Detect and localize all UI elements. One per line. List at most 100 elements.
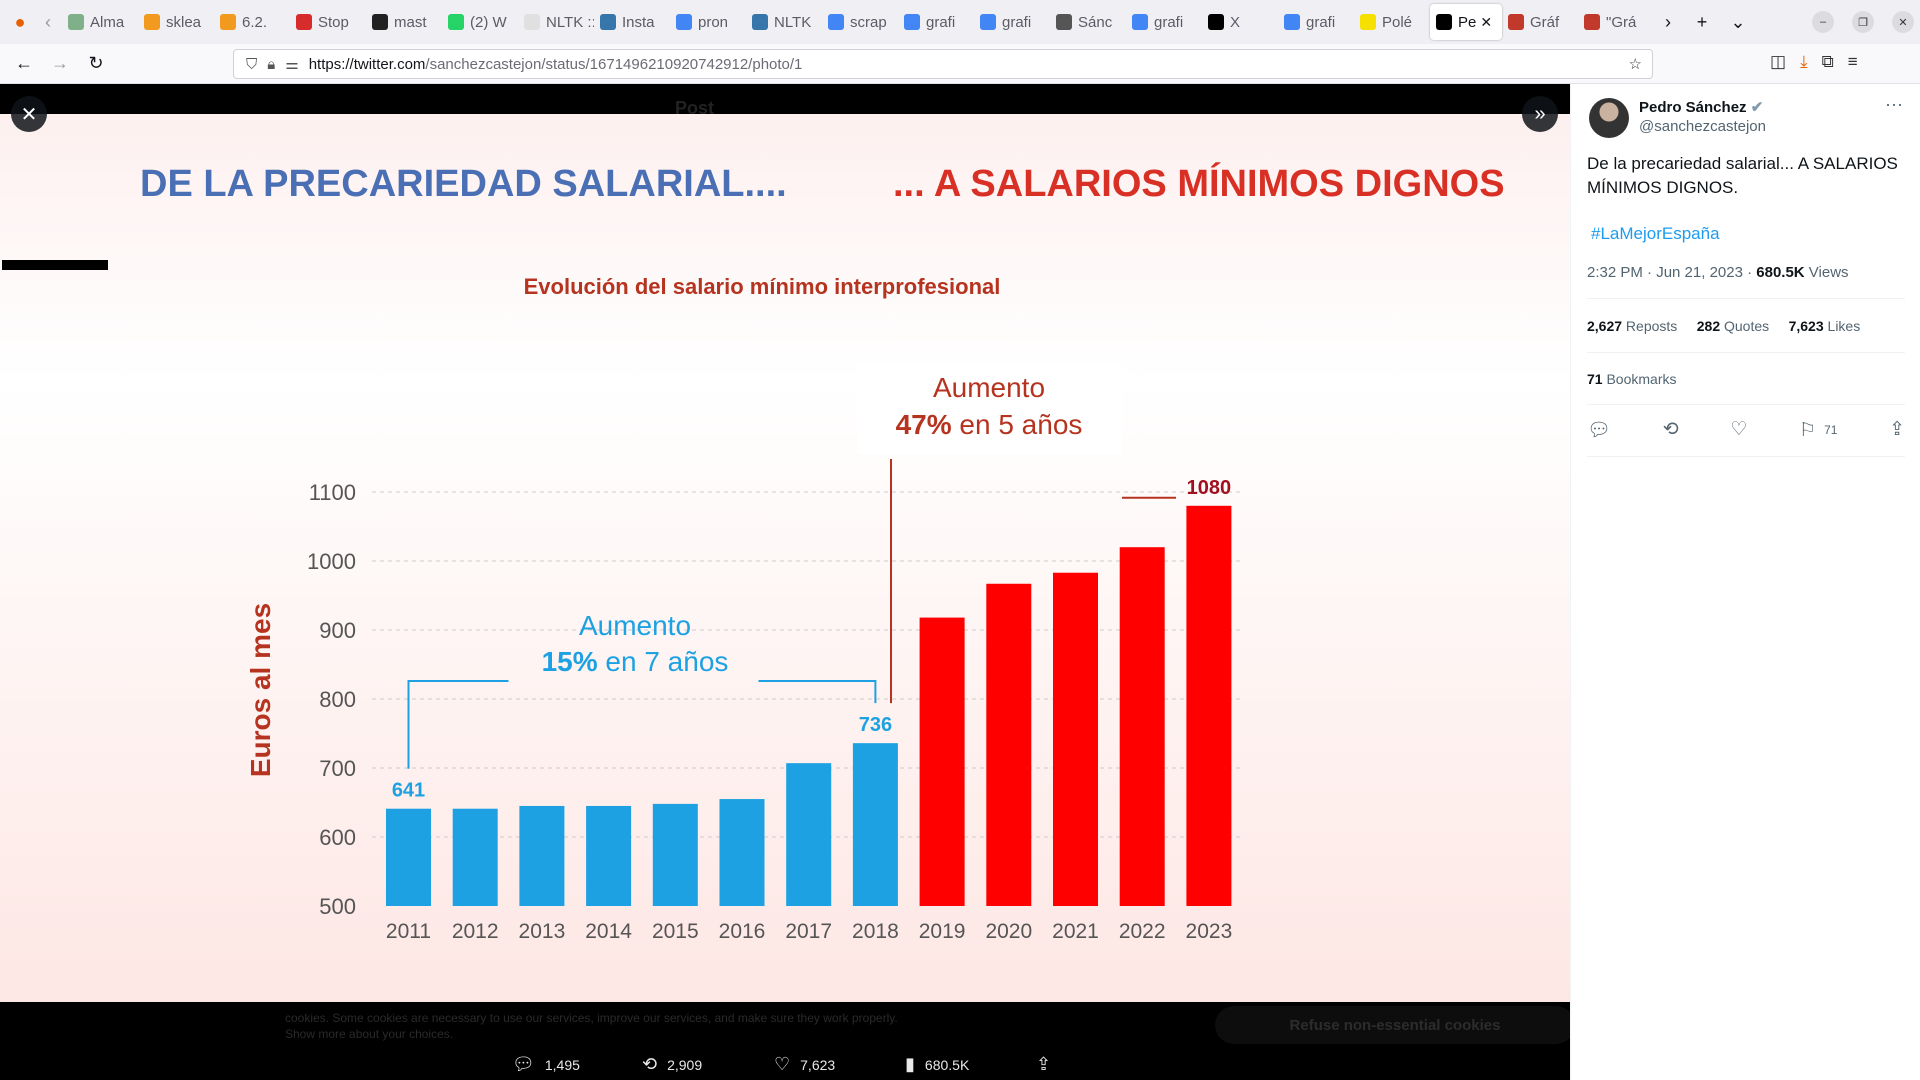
y-tick-label: 1100 <box>309 480 356 505</box>
browser-tab[interactable]: Gráf <box>1502 4 1578 40</box>
firefox-icon[interactable]: ● <box>14 11 26 32</box>
tab-label: Sánc <box>1078 13 1113 31</box>
reply-icon[interactable]: 💬︎ <box>1587 420 1612 441</box>
extensions-icon[interactable]: ⧉ <box>1821 52 1834 71</box>
tab-label: Polé <box>1382 13 1413 31</box>
tweet-panel: Pedro Sánchez ✔ @sanchezcastejon ··· De … <box>1570 84 1920 1080</box>
browser-tab[interactable]: Alma <box>62 4 138 40</box>
lock-icon[interactable]: 🔒︎ <box>267 55 276 73</box>
more-options-icon[interactable]: ··· <box>1885 94 1903 114</box>
repost-icon[interactable]: ⟲ <box>1662 419 1679 440</box>
x-icon <box>1208 14 1224 30</box>
collapse-panel-button[interactable]: » <box>1522 96 1558 132</box>
bar-2020 <box>986 583 1032 906</box>
media-replies[interactable]: 💬︎ 1,495 <box>512 1054 580 1075</box>
bookmark-button[interactable]: ⚐ 71 <box>1799 418 1837 442</box>
close-window-button[interactable]: ✕ <box>1892 11 1914 33</box>
author-handle[interactable]: @sanchezcastejon <box>1639 118 1766 135</box>
pocket-icon[interactable]: ◫ <box>1770 52 1787 71</box>
browser-tab[interactable]: Sánc <box>1050 4 1126 40</box>
browser-tab[interactable]: scrap <box>822 4 898 40</box>
downloads-icon[interactable]: ⤓ <box>1800 52 1808 71</box>
browser-tab[interactable]: NLTK <box>746 4 822 40</box>
value-label: 736 <box>859 714 892 736</box>
close-media-button[interactable]: ✕ <box>11 96 47 132</box>
tab-label: sklea <box>166 13 202 31</box>
y-axis-ticks: 500 600 700 800 900 1000 1100 <box>307 480 356 919</box>
restore-button[interactable]: ❐ <box>1852 11 1874 33</box>
repost-icon: ⟲ <box>642 1054 658 1074</box>
reply-icon: 💬︎ <box>512 1054 535 1074</box>
y-tick-label: 700 <box>319 756 356 781</box>
bar-2013 <box>519 805 565 906</box>
x-tick-label: 2022 <box>1119 920 1166 943</box>
browser-tab[interactable]: grafi <box>1126 4 1202 40</box>
like-heart-icon[interactable]: ♡ <box>1730 419 1748 440</box>
black-bar-decoration <box>2 260 108 270</box>
browser-tab[interactable]: grafi <box>1278 4 1354 40</box>
browser-tab[interactable]: grafi <box>974 4 1050 40</box>
author-name[interactable]: Pedro Sánchez ✔ <box>1639 99 1764 116</box>
x-tick-label: 2018 <box>852 920 899 943</box>
tab-scroll-left-button[interactable]: ‹ <box>45 11 51 32</box>
shield-icon[interactable]: ⛉ <box>246 55 258 73</box>
browser-tab[interactable]: grafi <box>898 4 974 40</box>
url-bar[interactable]: ⛉ 🔒︎ ⚌ https://twitter.com/sanchezcastej… <box>233 49 1653 79</box>
bookmark-count: 71 <box>1824 423 1838 437</box>
whatsapp-icon <box>448 14 464 30</box>
media-reposts[interactable]: ⟲ 2,909 <box>642 1054 702 1075</box>
refuse-cookies-button[interactable]: Refuse non-essential cookies <box>1215 1006 1570 1044</box>
google-icon <box>980 14 996 30</box>
annotation-blue-bracket <box>407 680 877 769</box>
reload-button[interactable]: ↻ <box>88 53 104 73</box>
minimize-button[interactable]: – <box>1812 11 1834 33</box>
bar-2018 <box>852 743 898 906</box>
share-icon[interactable]: ⇪ <box>1889 419 1905 440</box>
likes-stat[interactable]: 7,623 Likes <box>1788 318 1861 334</box>
stop-icon <box>296 14 312 30</box>
browser-tab[interactable]: 6.2. <box>214 4 290 40</box>
browser-tab[interactable]: Pe ✕ <box>1430 4 1502 40</box>
media-share-button[interactable]: ⇪ <box>1036 1054 1061 1075</box>
browser-tab[interactable]: NLTK :: N <box>518 4 594 40</box>
forward-button[interactable]: → <box>51 53 69 73</box>
divider <box>1587 298 1905 299</box>
close-tab-icon[interactable]: ✕ <box>1480 13 1493 30</box>
tab-label: "Grá <box>1606 13 1637 31</box>
x-tick-label: 2019 <box>919 920 966 943</box>
permissions-icon[interactable]: ⚌ <box>285 56 299 73</box>
bar-2017 <box>786 763 832 906</box>
tab-list-chevron-down-icon[interactable]: ⌄ <box>1730 11 1746 32</box>
browser-tab[interactable]: Stop <box>290 4 366 40</box>
hashtag-link[interactable]: #LaMejorEspaña <box>1591 224 1720 243</box>
new-tab-button[interactable]: + <box>1696 11 1708 32</box>
tweet-time[interactable]: 2:32 PM · Jun 21, 2023 · <box>1587 264 1757 281</box>
browser-tab[interactable]: Polé <box>1354 4 1430 40</box>
browser-tab[interactable]: (2) W <box>442 4 518 40</box>
tab-scroll-right-button[interactable]: › <box>1665 11 1671 32</box>
divider <box>1587 404 1905 405</box>
browser-tab[interactable]: Insta <box>594 4 670 40</box>
browser-tab[interactable]: mast <box>366 4 442 40</box>
browser-tab[interactable]: X <box>1202 4 1278 40</box>
browser-tab[interactable]: "Grá <box>1578 4 1654 40</box>
reposts-stat[interactable]: 2,627 Reposts <box>1587 318 1678 334</box>
quotes-stat[interactable]: 282 Quotes <box>1696 318 1770 334</box>
media-views[interactable]: ▮ 680.5K <box>905 1054 969 1075</box>
page-icon <box>524 14 540 30</box>
menu-icon[interactable]: ≡ <box>1847 52 1858 71</box>
tab-label: grafi <box>926 13 956 31</box>
avatar[interactable] <box>1589 98 1629 138</box>
media-likes[interactable]: ♡ 7,623 <box>774 1054 835 1075</box>
tab-label: Stop <box>318 13 349 31</box>
share-icon: ⇪ <box>1036 1054 1052 1074</box>
tab-label: X <box>1230 13 1241 31</box>
python-icon <box>600 14 616 30</box>
browser-tab[interactable]: sklea <box>138 4 214 40</box>
bookmark-star-icon[interactable]: ☆ <box>1628 56 1642 73</box>
bar-2011 <box>386 808 431 906</box>
x-tick-label: 2017 <box>785 920 832 943</box>
browser-tab[interactable]: pron <box>670 4 746 40</box>
bookmarks-stat[interactable]: 71 Bookmarks <box>1587 371 1677 387</box>
back-button[interactable]: ← <box>15 53 33 73</box>
